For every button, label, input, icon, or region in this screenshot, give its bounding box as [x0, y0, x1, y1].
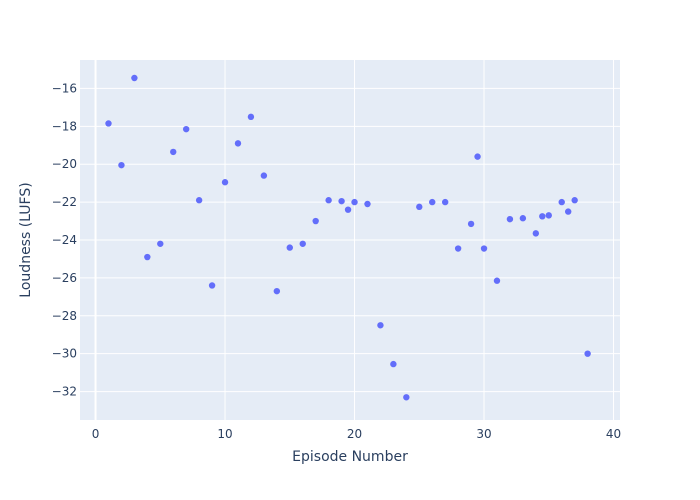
- y-axis-ticks: −32 −30 −28 −26 −24 −22 −20 −18 −16: [52, 81, 77, 398]
- y-tick-label: −18: [52, 119, 77, 133]
- data-point: [273, 287, 281, 295]
- x-tick-label: 20: [347, 427, 362, 441]
- data-point: [118, 161, 125, 169]
- data-point: [480, 245, 488, 252]
- data-point: [131, 74, 138, 82]
- data-point: [377, 322, 384, 329]
- data-point: [506, 215, 514, 223]
- data-point: [545, 212, 552, 219]
- data-point: [195, 197, 203, 204]
- data-point: [364, 200, 371, 208]
- data-point: [571, 197, 578, 204]
- data-point: [260, 172, 268, 179]
- data-point: [221, 179, 229, 186]
- grid-lines: [80, 60, 620, 420]
- data-point: [558, 198, 565, 206]
- data-point: [565, 208, 572, 215]
- data-point: [157, 240, 164, 247]
- data-point: [105, 120, 112, 127]
- data-point: [493, 277, 501, 284]
- y-tick-label: −22: [52, 195, 77, 209]
- data-point: [286, 244, 293, 251]
- data-point: [467, 220, 475, 228]
- data-point: [247, 113, 255, 121]
- data-point: [299, 240, 306, 247]
- data-point: [182, 125, 190, 133]
- data-point: [416, 203, 423, 211]
- x-tick-label: 10: [217, 427, 232, 441]
- data-point: [144, 253, 151, 261]
- data-point: [351, 198, 358, 206]
- data-point: [584, 350, 591, 357]
- y-tick-label: −26: [52, 271, 77, 285]
- data-point: [532, 230, 540, 237]
- x-axis-ticks: 0 10 20 30 40: [92, 427, 621, 441]
- data-point: [170, 148, 177, 156]
- y-tick-label: −32: [52, 385, 77, 399]
- data-point: [441, 198, 449, 206]
- data-point: [234, 140, 242, 147]
- y-tick-label: −30: [52, 347, 77, 361]
- data-point: [454, 245, 462, 252]
- x-tick-label: 40: [606, 427, 621, 441]
- y-axis-title: Loudness (LUFS): [18, 182, 34, 297]
- data-point: [208, 282, 216, 289]
- y-tick-label: −20: [52, 157, 77, 171]
- x-axis-title: Episode Number: [292, 449, 408, 465]
- data-point: [474, 153, 481, 160]
- data-point: [312, 217, 319, 225]
- y-tick-label: −16: [52, 81, 77, 95]
- x-tick-label: 30: [476, 427, 491, 441]
- data-point: [429, 198, 436, 206]
- data-point: [539, 213, 546, 220]
- data-point: [338, 197, 345, 205]
- data-point: [344, 206, 352, 213]
- x-tick-label: 0: [92, 427, 100, 441]
- data-point: [390, 360, 397, 368]
- data-points: [105, 74, 591, 401]
- data-point: [325, 197, 332, 204]
- data-point: [519, 215, 527, 222]
- y-tick-label: −24: [52, 233, 77, 247]
- y-tick-label: −28: [52, 309, 77, 323]
- data-point: [403, 394, 410, 401]
